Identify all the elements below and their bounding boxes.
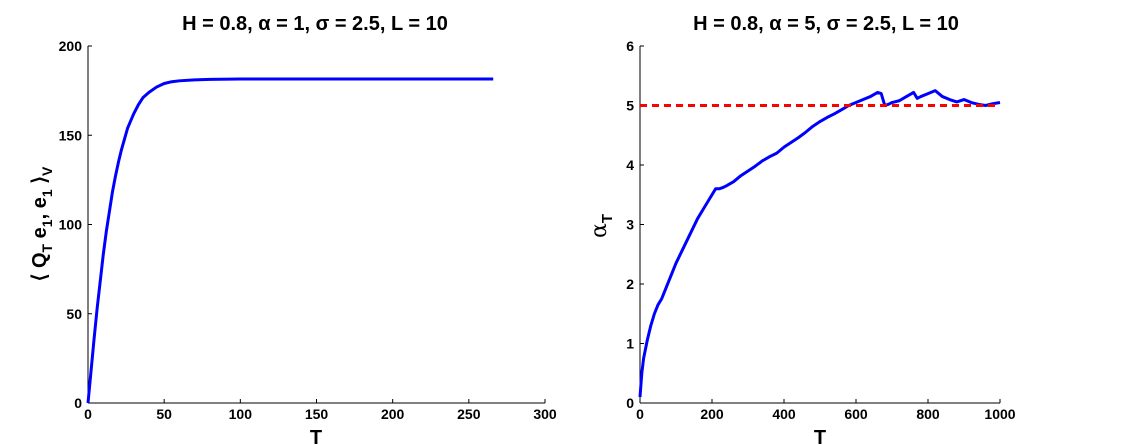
left-y-tick-label: 0 [74, 395, 82, 411]
svg-text:⟨ QT e1, e1 ⟩V: ⟨ QT e1, e1 ⟩V [29, 166, 55, 281]
left-chart-title: H = 0.8, α = 1, σ = 2.5, L = 10 [182, 13, 448, 35]
left-x-tick-label: 200 [381, 406, 405, 422]
left-x-tick-label: 300 [533, 406, 557, 422]
right-y-tick-label: 0 [626, 395, 634, 411]
left-y-tick-label: 100 [59, 217, 83, 233]
left-y-tick-label: 50 [66, 306, 82, 322]
right-y-tick-label: 2 [626, 276, 634, 292]
right-x-tick-label: 200 [700, 406, 724, 422]
left-y-axis-label: ⟨ QT e1, e1 ⟩V [29, 166, 55, 281]
left-x-axis-label: T [310, 427, 322, 445]
right-y-axis-label: αT [587, 214, 616, 238]
right-x-tick-label: 600 [844, 406, 868, 422]
right-x-tick-label: 800 [916, 406, 940, 422]
right-chart-panel: H = 0.8, α = 5, σ = 2.5, L = 10 0 200 400 6… [587, 13, 1016, 445]
left-x-tick-label: 100 [229, 406, 253, 422]
right-y-tick-label: 6 [626, 38, 634, 54]
right-chart-title: H = 0.8, α = 5, σ = 2.5, L = 10 [693, 13, 959, 35]
right-y-tick-label: 4 [626, 157, 634, 173]
left-chart-panel: H = 0.8, α = 1, σ = 2.5, L = 10 0 50 100 15… [29, 13, 557, 445]
right-y-tick-label: 3 [626, 217, 634, 233]
left-y-tick-label: 200 [59, 38, 83, 54]
left-x-tick-label: 150 [305, 406, 329, 422]
right-series-line-data [638, 89, 1001, 398]
right-x-tick-label: 1000 [984, 406, 1015, 422]
left-series-line-data [86, 77, 494, 404]
left-x-tick-label: 250 [457, 406, 481, 422]
svg-text:αT: αT [587, 214, 616, 238]
left-x-tick-label: 50 [156, 406, 172, 422]
left-x-tick-label: 0 [84, 406, 92, 422]
right-ticks: 0 200 400 600 800 1000 0 1 2 3 4 5 6 [626, 38, 1016, 422]
left-ticks: 0 50 100 150 200 250 300 0 50 100 150 200 [59, 38, 557, 422]
right-x-axis-label: T [814, 427, 826, 445]
right-y-tick-label: 1 [626, 336, 634, 352]
right-y-tick-label: 5 [626, 98, 634, 114]
left-series-group [86, 77, 494, 404]
right-x-tick-label: 0 [636, 406, 644, 422]
left-y-tick-label: 150 [59, 127, 83, 143]
right-series-group [638, 89, 1001, 398]
right-x-tick-label: 400 [772, 406, 796, 422]
